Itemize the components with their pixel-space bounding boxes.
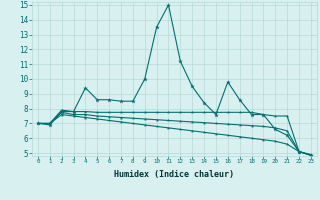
X-axis label: Humidex (Indice chaleur): Humidex (Indice chaleur) bbox=[115, 170, 234, 179]
